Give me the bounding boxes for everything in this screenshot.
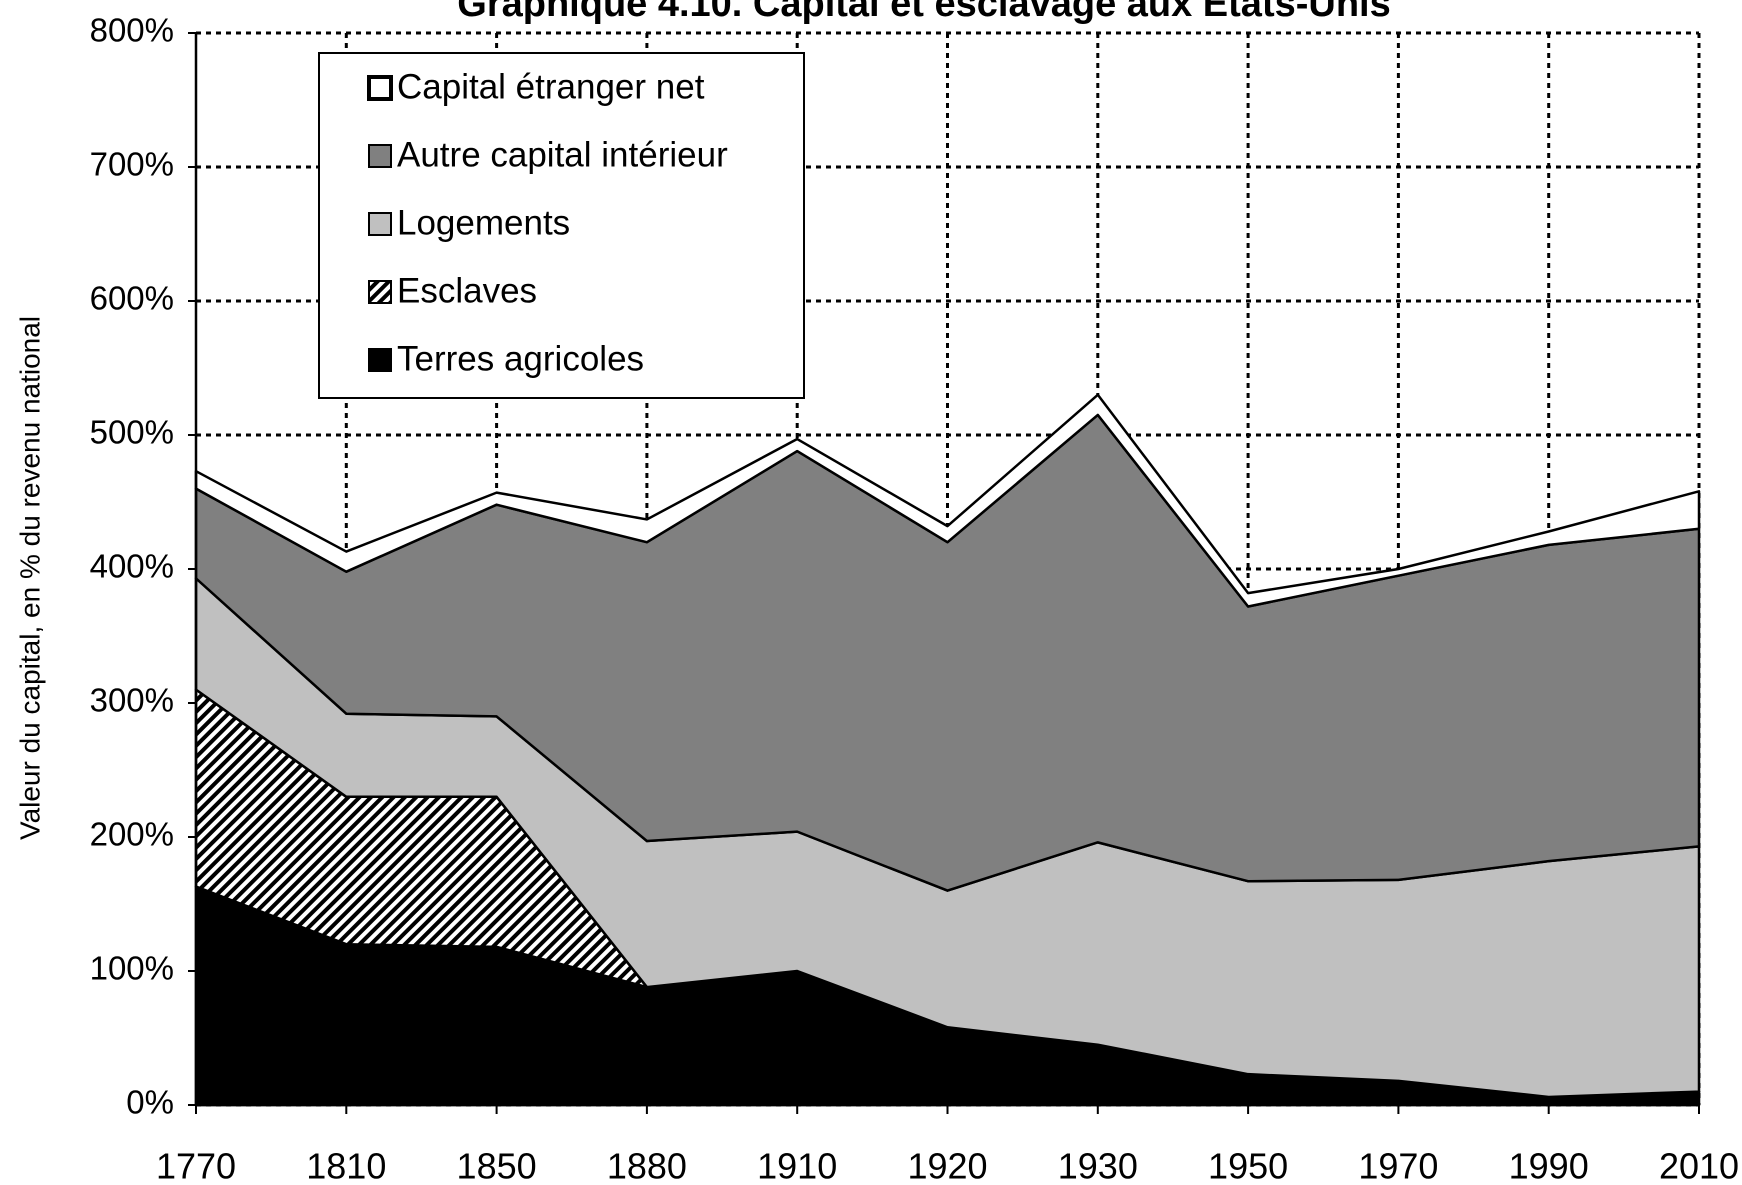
x-tick-label: 1990 [1509, 1146, 1589, 1185]
legend-label: Esclaves [397, 271, 537, 310]
legend-swatch [368, 144, 392, 168]
y-tick-label: 200% [90, 816, 174, 853]
x-tick-label: 2010 [1659, 1146, 1739, 1185]
legend-label: Terres agricoles [397, 339, 644, 378]
x-tick-label: 1920 [907, 1146, 987, 1185]
y-tick-label: 700% [90, 146, 174, 183]
legend-label: Capital étranger net [397, 67, 705, 106]
area [194, 393, 1701, 608]
y-tick-label: 100% [90, 950, 174, 987]
y-tick-label: 0% [126, 1084, 174, 1121]
x-tick-label: 1950 [1208, 1146, 1288, 1185]
legend-label: Logements [397, 203, 570, 242]
x-tick-label: 1810 [306, 1146, 386, 1185]
y-tick-label: 300% [90, 682, 174, 719]
x-tick-label: 1770 [156, 1146, 236, 1185]
x-tick-label: 1880 [607, 1146, 687, 1185]
legend-swatch [368, 212, 392, 236]
x-tick-label: 1970 [1358, 1146, 1438, 1185]
legend-swatch [367, 75, 393, 101]
legend: Capital étranger net Autre capital intéri… [318, 52, 805, 399]
legend-box [318, 52, 805, 399]
legend-swatch [368, 348, 392, 372]
x-tick-label: 1850 [457, 1146, 537, 1185]
x-tick-label: 1930 [1058, 1146, 1138, 1185]
chart-title: Graphique 4.10. Capital et esclavage aux… [457, 0, 1390, 25]
y-tick-label: 800% [90, 12, 174, 49]
y-tick-label: 600% [90, 280, 174, 317]
legend-label: Autre capital intérieur [397, 135, 728, 174]
y-tick-label: 500% [90, 414, 174, 451]
x-tick-label: 1910 [757, 1146, 837, 1185]
legend-swatch [368, 280, 392, 304]
y-axis-label: Valeur du capital, en % du revenu nation… [14, 316, 45, 840]
y-tick-label: 400% [90, 548, 174, 585]
